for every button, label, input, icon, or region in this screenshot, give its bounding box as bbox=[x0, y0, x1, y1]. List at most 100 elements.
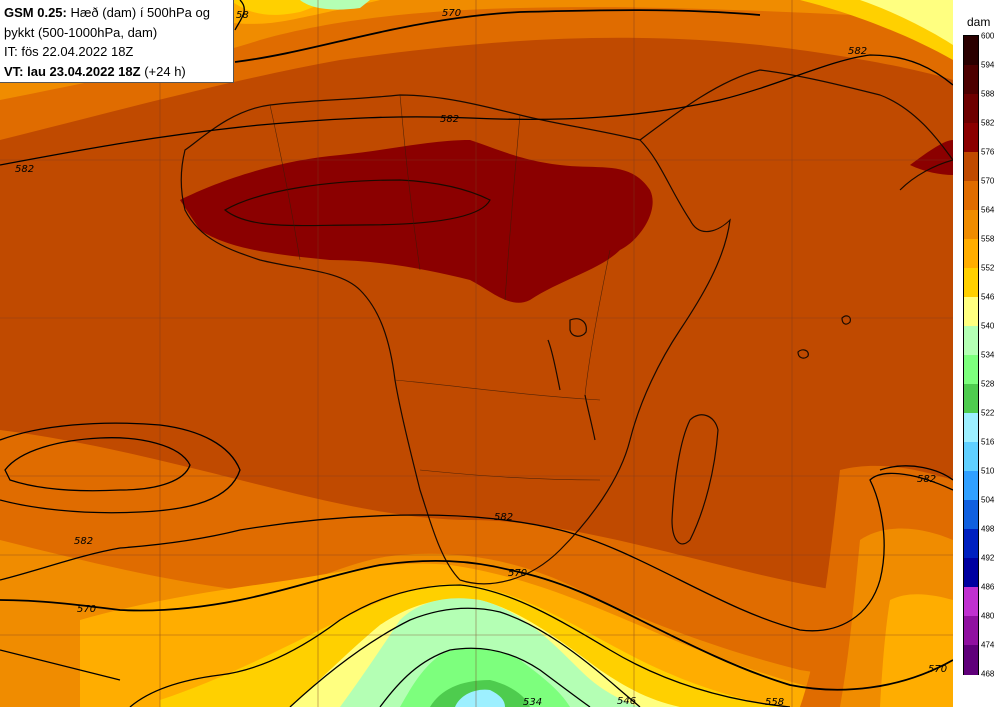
contour-label: 582 bbox=[848, 46, 867, 57]
coast-socotra bbox=[841, 315, 851, 325]
contour-label: 582 bbox=[917, 474, 936, 485]
contour-582-south-west bbox=[0, 472, 953, 632]
legend-swatch bbox=[964, 471, 978, 501]
band-south-534 bbox=[400, 648, 570, 707]
contour-label: 534 bbox=[523, 697, 542, 707]
legend-tick-label: 474 bbox=[981, 640, 995, 650]
model-name: GSM 0.25: bbox=[4, 5, 67, 20]
legend-tick-label: 582 bbox=[981, 118, 995, 128]
coast-sahel-border bbox=[223, 179, 491, 227]
contour-label: 582 bbox=[440, 114, 459, 125]
legend-tick-label: 480 bbox=[981, 611, 995, 621]
legend-swatch bbox=[964, 239, 978, 269]
legend-swatch bbox=[964, 268, 978, 298]
legend-swatch bbox=[964, 36, 978, 66]
legend-tick-label: 576 bbox=[981, 147, 995, 157]
legend-swatch bbox=[964, 65, 978, 95]
band-588-sahel bbox=[180, 140, 653, 303]
contours bbox=[0, 0, 953, 707]
forecast-offset: (+24 h) bbox=[140, 63, 186, 79]
contour-west-lobe-outer bbox=[0, 422, 241, 514]
legend-tick-label: 600 bbox=[981, 31, 995, 41]
legend-bar bbox=[963, 35, 979, 675]
legend-swatch bbox=[964, 587, 978, 617]
legend-tick-label: 510 bbox=[981, 466, 995, 476]
legend-tick-label: 534 bbox=[981, 350, 995, 360]
legend-tick-label: 498 bbox=[981, 524, 995, 534]
contour-534 bbox=[379, 647, 591, 707]
description-line1: Hæð (dam) í 500hPa og bbox=[66, 5, 210, 20]
initial-time: IT: fös 22.04.2022 18Z bbox=[4, 44, 134, 59]
contour-labels: 582 582 582 582 582 582 570 570 570 570 … bbox=[15, 8, 947, 707]
legend-tick-label: 492 bbox=[981, 553, 995, 563]
coast-madagascar bbox=[671, 414, 719, 545]
legend-swatch bbox=[964, 326, 978, 356]
legend-tick-label: 468 bbox=[981, 669, 995, 679]
coast-india-tip bbox=[899, 159, 953, 191]
legend-tick-label: 552 bbox=[981, 263, 995, 273]
coast-lake-victoria bbox=[569, 318, 587, 337]
contour-far-south bbox=[0, 649, 121, 681]
legend-tick-label: 588 bbox=[981, 89, 995, 99]
info-box: GSM 0.25: Hæð (dam) í 500hPa og þykkt (5… bbox=[0, 0, 234, 83]
band-north-540 bbox=[300, 0, 370, 10]
band-north-546 bbox=[860, 0, 953, 45]
coast-africa bbox=[180, 94, 731, 585]
legend-unit: dam bbox=[967, 15, 991, 29]
legend-tick-label: 594 bbox=[981, 60, 995, 70]
contour-label: 570 bbox=[928, 664, 947, 675]
legend-swatch bbox=[964, 210, 978, 240]
legend-swatch bbox=[964, 94, 978, 124]
contour-582-north bbox=[0, 54, 953, 166]
contour-570-north bbox=[234, 9, 761, 63]
legend-swatch bbox=[964, 442, 978, 472]
coast-lake-tanganyika bbox=[547, 339, 561, 391]
legend-swatch bbox=[964, 297, 978, 327]
contour-558-south bbox=[129, 584, 791, 707]
legend-swatch bbox=[964, 181, 978, 211]
contour-north-top bbox=[234, 0, 245, 31]
contour-label: 58 bbox=[236, 10, 249, 21]
title-line: GSM 0.25: Hæð (dam) í 500hPa og bbox=[4, 3, 233, 23]
contour-label: 570 bbox=[77, 604, 96, 615]
band-588-east bbox=[910, 140, 953, 175]
legend-swatch bbox=[964, 355, 978, 385]
borders bbox=[269, 94, 611, 481]
legend-tick-label: 564 bbox=[981, 205, 995, 215]
legend-tick-label: 546 bbox=[981, 292, 995, 302]
contour-546 bbox=[289, 607, 641, 707]
grid-lines bbox=[0, 0, 953, 707]
legend-swatch bbox=[964, 123, 978, 153]
coast-seychelles bbox=[797, 349, 809, 359]
legend-swatch bbox=[964, 645, 978, 675]
contour-label: 558 bbox=[765, 697, 784, 707]
legend-swatch bbox=[964, 500, 978, 530]
contour-label: 582 bbox=[494, 512, 513, 523]
legend-tick-label: 516 bbox=[981, 437, 995, 447]
valid-time-line: VT: lau 23.04.2022 18Z (+24 h) bbox=[4, 62, 233, 82]
legend-swatch bbox=[964, 384, 978, 414]
legend-tick-label: 504 bbox=[981, 495, 995, 505]
contour-label: 582 bbox=[74, 536, 93, 547]
legend-tick-label: 528 bbox=[981, 379, 995, 389]
contour-label: 570 bbox=[442, 8, 461, 19]
band-east-558 bbox=[880, 594, 953, 707]
legend-tick-label: 558 bbox=[981, 234, 995, 244]
contour-east-box bbox=[879, 465, 953, 481]
legend-tick-label: 486 bbox=[981, 582, 995, 592]
contour-570-south bbox=[0, 559, 953, 691]
legend-swatch bbox=[964, 152, 978, 182]
coast-arabia bbox=[639, 69, 953, 161]
color-legend: dam 600 594 588 582 576 570 564 558 552 546 540 534… bbox=[953, 0, 1000, 707]
valid-time: VT: lau 23.04.2022 18Z bbox=[4, 63, 141, 79]
legend-swatch bbox=[964, 529, 978, 559]
legend-swatch bbox=[964, 558, 978, 588]
legend-swatch bbox=[964, 616, 978, 646]
coastlines bbox=[180, 69, 953, 585]
legend-tick-label: 522 bbox=[981, 408, 995, 418]
legend-tick-label: 540 bbox=[981, 321, 995, 331]
weather-map[interactable]: 582 582 582 582 582 582 570 570 570 570 … bbox=[0, 0, 953, 707]
contour-label: 570 bbox=[508, 568, 527, 579]
legend-swatch bbox=[964, 413, 978, 443]
band-north-552 bbox=[230, 0, 330, 15]
